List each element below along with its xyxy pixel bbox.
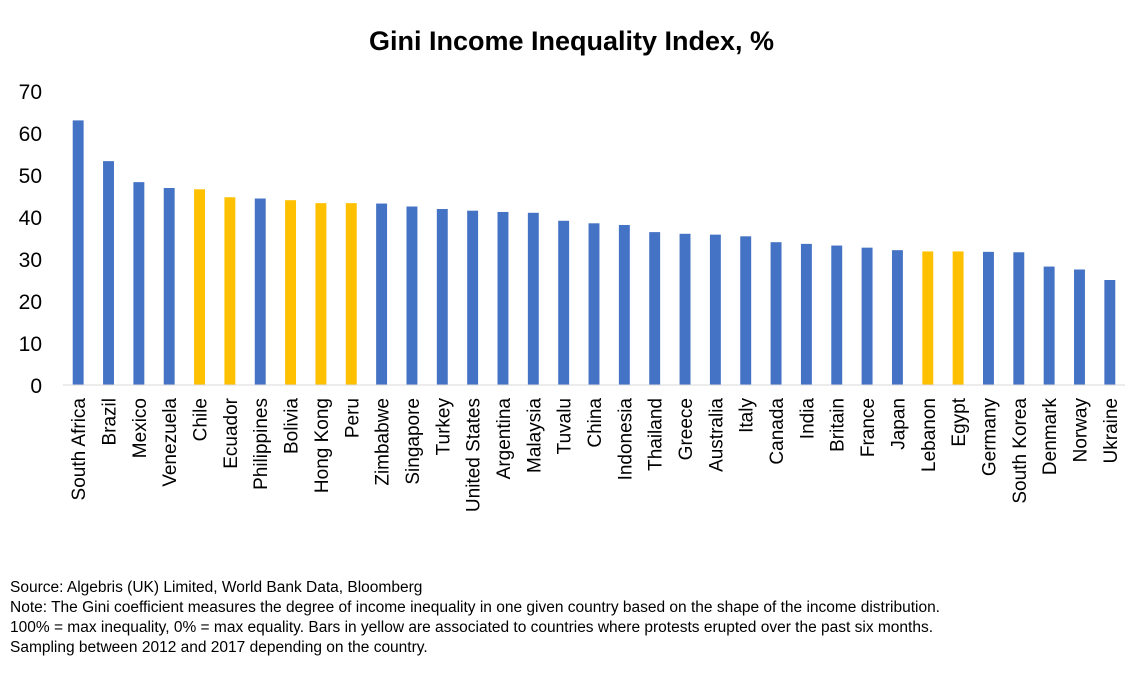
x-tick-label: Egypt xyxy=(949,397,970,446)
x-tick-label: Ukraine xyxy=(1101,398,1122,463)
x-tick-label: Philippines xyxy=(251,398,272,490)
bar xyxy=(285,200,297,385)
x-tick-label: Malaysia xyxy=(524,398,545,473)
x-tick-label: Argentina xyxy=(494,398,515,480)
bar xyxy=(982,251,994,385)
bar xyxy=(709,234,721,385)
x-tick-label: Ecuador xyxy=(221,397,242,468)
bar xyxy=(315,203,327,385)
x-tick-label: Australia xyxy=(706,398,727,472)
bar xyxy=(861,247,873,385)
x-tick-label: South Korea xyxy=(1010,398,1031,504)
bar xyxy=(891,250,903,385)
x-tick-label: India xyxy=(797,398,818,440)
bar xyxy=(922,251,934,385)
bar xyxy=(1043,266,1055,385)
sampling-note: Sampling between 2012 and 2017 depending… xyxy=(10,639,428,656)
x-axis-labels: South Africa Brazil Mexico Venezuela Chile Ec… xyxy=(69,397,1122,512)
bar xyxy=(679,233,691,385)
definition-note: Note: The Gini coefficient measures the … xyxy=(10,599,940,616)
bar xyxy=(800,243,812,385)
bar xyxy=(436,209,448,385)
bar xyxy=(618,224,630,385)
chart-notes: Source: Algebris (UK) Limited, World Ban… xyxy=(10,578,940,658)
bar xyxy=(1013,252,1025,385)
bar xyxy=(103,161,114,385)
bar xyxy=(558,220,570,385)
y-tick-label: 0 xyxy=(30,375,42,398)
bar xyxy=(194,189,206,385)
x-tick-label: Turkey xyxy=(433,398,454,456)
x-tick-label: Hong Kong xyxy=(312,398,333,493)
bar xyxy=(952,251,964,385)
x-tick-label: United States xyxy=(464,398,485,512)
bar xyxy=(588,223,600,385)
x-tick-label: Lebanon xyxy=(919,398,940,472)
y-tick-label: 70 xyxy=(19,81,42,104)
y-axis: 0 10 20 30 40 50 60 70 xyxy=(19,81,42,398)
bar xyxy=(1104,280,1116,385)
x-tick-label: Norway xyxy=(1070,398,1091,463)
y-tick-label: 10 xyxy=(19,333,42,356)
bar xyxy=(345,203,357,385)
x-tick-label: Bolivia xyxy=(282,398,303,454)
bar xyxy=(770,242,782,385)
bar xyxy=(163,188,175,385)
y-tick-label: 40 xyxy=(19,207,42,230)
x-tick-label: Venezuela xyxy=(160,398,181,487)
bar xyxy=(740,236,752,385)
x-tick-label: France xyxy=(858,398,879,457)
x-tick-label: Tuvalu xyxy=(555,398,576,454)
x-tick-label: Canada xyxy=(767,398,788,465)
x-tick-label: Peru xyxy=(342,398,363,438)
x-tick-label: South Africa xyxy=(69,398,90,501)
bars xyxy=(72,120,1116,386)
bar xyxy=(497,211,509,385)
bar xyxy=(72,120,84,386)
x-tick-label: Chile xyxy=(191,398,212,441)
bar xyxy=(224,197,236,385)
bar xyxy=(831,245,843,385)
y-tick-label: 20 xyxy=(19,291,42,314)
x-tick-label: Singapore xyxy=(403,398,424,485)
x-tick-label: Mexico xyxy=(130,398,151,458)
x-tick-label: Greece xyxy=(676,398,697,460)
x-tick-label: Denmark xyxy=(1040,398,1061,476)
y-tick-label: 60 xyxy=(19,123,42,146)
y-tick-label: 50 xyxy=(19,165,42,188)
x-tick-label: Germany xyxy=(979,398,1000,477)
highlight-note: 100% = max inequality, 0% = max equality… xyxy=(10,619,934,636)
bar xyxy=(254,198,266,385)
bar xyxy=(649,232,661,385)
x-tick-label: China xyxy=(585,398,606,448)
chart-title: Gini Income Inequality Index, % xyxy=(368,26,775,56)
x-tick-label: Japan xyxy=(888,398,909,450)
bar xyxy=(527,212,539,385)
bar xyxy=(406,206,418,385)
x-tick-label: Brazil xyxy=(100,398,121,446)
x-tick-label: Zimbabwe xyxy=(373,398,394,486)
bar xyxy=(467,210,479,385)
x-tick-label: Thailand xyxy=(646,398,667,471)
y-tick-label: 30 xyxy=(19,249,42,272)
source-note: Source: Algebris (UK) Limited, World Ban… xyxy=(10,579,423,596)
bar xyxy=(1074,269,1085,385)
x-tick-label: Indonesia xyxy=(615,398,636,481)
x-tick-label: Britain xyxy=(828,398,849,452)
x-tick-label: Italy xyxy=(737,398,758,433)
bar xyxy=(376,203,388,385)
bar xyxy=(133,182,145,385)
